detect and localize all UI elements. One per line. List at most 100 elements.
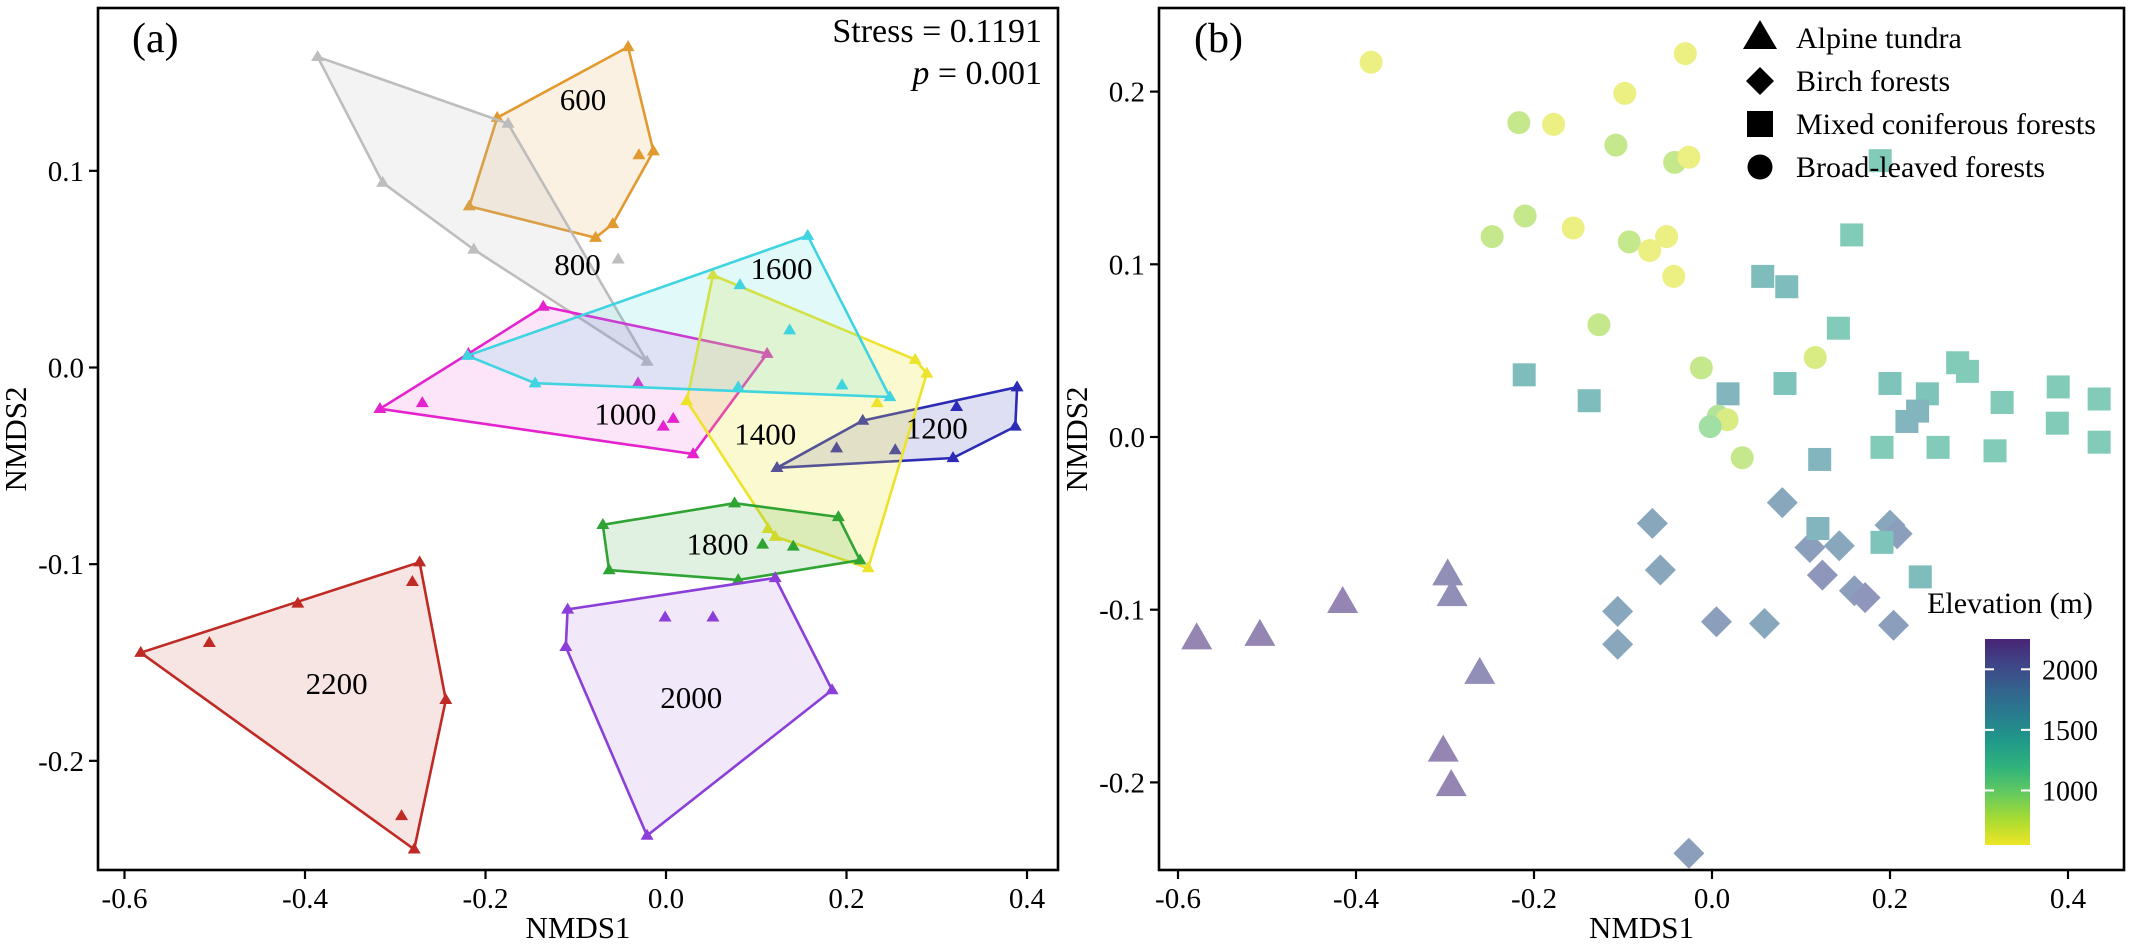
hull-label-1200: 1200 (906, 410, 968, 445)
point-elev-1400 (706, 268, 720, 280)
point-elev-800 (640, 354, 654, 366)
point-elev-1800 (756, 537, 770, 549)
point-square (1716, 382, 1740, 406)
panel-a-y-tick-label: 0.1 (48, 156, 84, 188)
panel-b-y-tick-label: -0.2 (1099, 767, 1145, 799)
point-elev-2200 (407, 842, 421, 854)
point-elev-1600 (835, 378, 849, 390)
point-elev-1400 (761, 521, 775, 533)
point-elev-1600 (460, 348, 474, 360)
colorbar-tick-label: 1000 (2042, 776, 2098, 807)
point-square (1751, 264, 1775, 288)
point-elev-600 (646, 144, 660, 156)
point-circle (1507, 111, 1531, 135)
point-circle (1655, 225, 1679, 249)
panel-b-y-axis-title: NMDS2 (1059, 386, 1094, 491)
panel-b-x-tick-label: 0.2 (1872, 883, 1908, 915)
point-diamond (1602, 595, 1634, 627)
point-elev-1600 (528, 376, 542, 388)
point-elev-2200 (413, 555, 427, 567)
point-elev-1600 (801, 228, 815, 240)
panel-b-y-tick-label: 0.0 (1109, 422, 1145, 454)
panel-b-plot-frame (1157, 6, 2126, 872)
point-elev-2200 (202, 636, 216, 648)
point-circle (1673, 42, 1697, 66)
point-circle (1480, 225, 1504, 249)
point-elev-600 (606, 217, 620, 229)
legend-label: Mixed coniferous forests (1796, 108, 2096, 141)
point-elev-1800 (596, 518, 610, 530)
point-triangle (1436, 579, 1468, 607)
legend-triangle-icon (1743, 20, 1777, 50)
point-elev-1200 (1008, 419, 1022, 431)
point-square (1983, 439, 2007, 463)
point-elev-600 (462, 199, 476, 211)
point-square (2087, 387, 2111, 411)
point-diamond (1823, 530, 1855, 562)
point-elev-800 (311, 49, 325, 61)
point-elev-1800 (728, 496, 742, 508)
hull-label-1800: 1800 (686, 527, 748, 562)
point-elev-1400 (920, 366, 934, 378)
point-elev-600 (632, 148, 646, 160)
point-elev-1000 (631, 376, 645, 388)
point-elev-2000 (658, 610, 672, 622)
point-elev-2200 (439, 693, 453, 705)
point-triangle (1464, 656, 1496, 684)
point-square (1895, 409, 1919, 433)
colorbar-title: Elevation (m) (1927, 587, 2093, 620)
point-square (1908, 565, 1932, 589)
point-elev-1200 (1010, 380, 1024, 392)
point-square (1878, 371, 1902, 395)
legend-circle-icon (1747, 154, 1773, 180)
point-diamond (1700, 606, 1732, 638)
point-elev-1600 (783, 323, 797, 335)
panel-a-x-tick-label: -0.4 (282, 883, 328, 915)
hull-label-1600: 1600 (751, 251, 813, 286)
panel-a-x-tick-label: 0.4 (1009, 883, 1046, 915)
point-elev-2200 (405, 575, 419, 587)
point-square (1512, 363, 1536, 387)
point-circle (1613, 81, 1637, 105)
point-elev-800 (501, 116, 515, 128)
point-elev-1000 (536, 299, 550, 311)
point-elev-600 (589, 230, 603, 242)
point-square (1870, 435, 1894, 459)
point-circle (1698, 415, 1722, 439)
point-diamond (1602, 628, 1634, 660)
hull-800 (316, 55, 649, 363)
point-elev-1800 (831, 510, 845, 522)
panel-a-x-tick-label: -0.6 (102, 883, 148, 915)
point-elev-1200 (946, 451, 960, 463)
point-elev-1000 (760, 346, 774, 358)
point-elev-800 (376, 175, 390, 187)
point-elev-1200 (888, 443, 902, 455)
hull-label-1400: 1400 (734, 416, 796, 451)
point-elev-1800 (786, 539, 800, 551)
panel-a-x-tick-label: 0.0 (648, 883, 684, 915)
point-elev-600 (621, 40, 635, 52)
point-triangle (1327, 586, 1359, 614)
point-elev-1400 (870, 396, 884, 408)
point-circle (1638, 238, 1662, 262)
hull-2000 (564, 576, 834, 837)
panel-a-letter: (a) (132, 16, 179, 62)
point-circle (1542, 112, 1566, 136)
point-diamond (1673, 837, 1705, 869)
point-circle (1677, 145, 1701, 169)
point-elev-1600 (733, 278, 747, 290)
point-elev-1000 (415, 396, 429, 408)
panel-b-x-tick-label: -0.4 (1333, 883, 1379, 915)
point-elev-1000 (666, 411, 680, 423)
colorbar-bar (1985, 639, 2030, 845)
point-elev-1000 (686, 447, 700, 459)
point-elev-1800 (853, 553, 867, 565)
hull-label-1000: 1000 (594, 397, 656, 432)
point-square (2045, 411, 2069, 435)
panel-b-x-tick-label: 0.0 (1694, 883, 1730, 915)
point-triangle (1427, 734, 1459, 762)
point-elev-1200 (830, 441, 844, 453)
panel-a-y-tick-label: -0.1 (38, 549, 84, 581)
colorbar-tick-label: 2000 (2042, 655, 2098, 686)
